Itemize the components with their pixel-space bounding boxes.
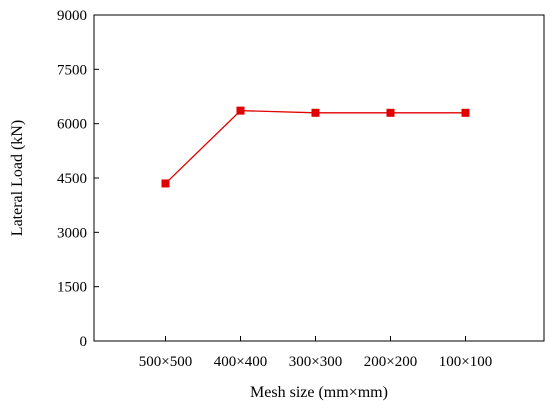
y-tick-label: 7500 (57, 62, 87, 78)
data-point (311, 108, 320, 117)
series-layer (161, 106, 470, 188)
series-line (165, 109, 466, 184)
x-axis-title: Mesh size (mm×mm) (250, 384, 388, 401)
x-tick-label: 400×400 (214, 354, 267, 370)
x-tick-label: 200×200 (364, 354, 417, 370)
x-tick-label: 500×500 (139, 354, 192, 370)
data-point (161, 179, 170, 188)
y-tick-label: 4500 (57, 171, 87, 187)
y-tick-label: 6000 (57, 117, 87, 133)
plot-area (93, 14, 545, 342)
x-tick-label: 100×100 (439, 354, 492, 370)
data-point (461, 108, 470, 117)
x-tick-label: 300×300 (289, 354, 342, 370)
y-tick-label: 3000 (57, 225, 87, 241)
plot-frame (93, 14, 545, 342)
data-point (236, 106, 245, 115)
y-tick-label: 0 (80, 334, 88, 350)
y-axis-title: Lateral Load (kN) (9, 120, 26, 236)
data-point (386, 108, 395, 117)
y-axis: 0 1500 3000 4500 6000 7500 9000 (57, 8, 99, 350)
x-axis: 500×500 400×400 300×300 200×200 100×100 (139, 336, 492, 370)
y-tick-label: 9000 (57, 8, 87, 24)
y-tick-label: 1500 (57, 280, 87, 296)
